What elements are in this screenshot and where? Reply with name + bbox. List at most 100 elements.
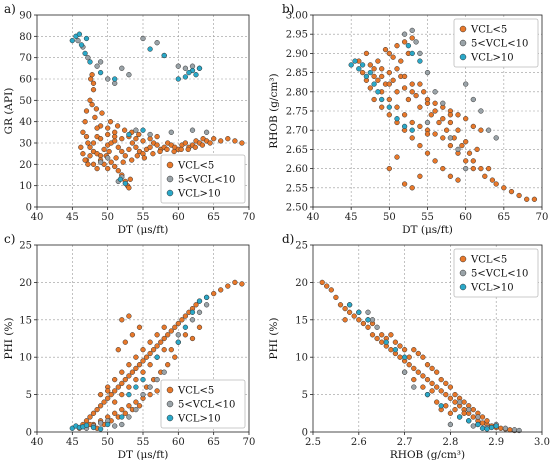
data-point — [398, 58, 404, 64]
data-point — [405, 96, 412, 103]
data-point — [211, 136, 217, 142]
data-point — [90, 424, 97, 431]
legend-label: VCL<5 — [470, 25, 507, 36]
data-point — [147, 384, 153, 390]
data-point — [409, 27, 415, 34]
y-tick-label: 2.90 — [286, 49, 308, 60]
data-point — [97, 426, 104, 432]
data-point — [319, 279, 325, 286]
data-point — [485, 165, 492, 172]
data-point — [459, 142, 465, 149]
data-point — [367, 85, 373, 91]
data-point — [470, 165, 476, 172]
y-tick-label: 2.80 — [286, 87, 308, 98]
data-point — [87, 153, 93, 159]
y-tick-label: 30 — [19, 139, 32, 150]
series-VCL>10 — [346, 302, 499, 432]
legend-label: VCL<5 — [177, 161, 214, 172]
data-point — [140, 347, 146, 353]
data-point — [470, 158, 476, 164]
data-point — [401, 347, 408, 353]
data-point — [463, 165, 469, 172]
y-axis-label: RHOB (g/cm³) — [268, 73, 280, 148]
data-point — [324, 283, 330, 289]
legend-label: 5<VCL<10 — [471, 269, 528, 280]
x-tick-label: 70 — [243, 212, 256, 223]
data-point — [438, 403, 444, 409]
data-point — [409, 135, 415, 141]
data-point — [438, 376, 444, 383]
data-point — [409, 50, 415, 57]
data-point — [196, 65, 203, 71]
data-point — [94, 165, 100, 172]
data-point — [383, 339, 389, 345]
x-tick-label: 60 — [172, 212, 185, 223]
data-point — [97, 159, 104, 165]
x-axis-label: RHOB (g/cm³) — [390, 449, 465, 460]
legend-label: 5<VCL<10 — [471, 39, 528, 50]
data-point — [475, 421, 481, 428]
data-point — [140, 138, 146, 144]
data-point — [375, 58, 381, 64]
data-point — [409, 127, 415, 133]
y-tick-label: 70 — [19, 53, 32, 64]
x-tick-label: 40 — [31, 437, 44, 448]
data-point — [406, 362, 412, 368]
data-point — [112, 376, 118, 383]
data-point — [97, 69, 104, 76]
data-point — [112, 76, 118, 82]
x-tick-label: 2.5 — [305, 437, 321, 448]
x-tick-label: 55 — [421, 212, 434, 223]
data-point — [192, 144, 198, 150]
data-point — [82, 50, 88, 57]
data-point — [119, 380, 125, 387]
data-point — [82, 157, 88, 163]
data-point — [348, 62, 354, 68]
data-point — [379, 332, 385, 338]
y-tick-label: 90 — [19, 11, 32, 22]
data-point — [112, 423, 118, 429]
data-point — [112, 163, 118, 170]
data-point — [386, 104, 392, 110]
data-point — [337, 302, 344, 308]
data-point — [189, 309, 196, 315]
data-point — [178, 146, 184, 153]
legend-box — [453, 248, 539, 298]
panel-4: 2.5 2.6 2.7 2.8 2.9 3.0 0 5 10 15 20 25 RHOB (g/cm³)… — [268, 232, 550, 460]
data-point — [463, 158, 469, 164]
data-point — [401, 112, 408, 118]
data-point — [359, 62, 366, 68]
data-point — [432, 108, 438, 114]
panel-1: 40 45 50 55 60 65 70 0 10 20 30 40 50 60 70 80 90 DT (μs/… — [3, 2, 255, 236]
data-point — [85, 55, 91, 61]
y-tick-label: 0 — [302, 428, 308, 439]
y-tick-label: 3.00 — [286, 11, 308, 22]
data-point — [466, 150, 473, 156]
data-point — [369, 317, 376, 323]
data-point — [447, 112, 454, 118]
data-point — [97, 136, 104, 142]
legend-marker — [166, 189, 174, 197]
data-point — [367, 69, 373, 76]
data-point — [143, 354, 150, 360]
data-point — [89, 72, 95, 78]
data-point — [90, 410, 97, 416]
x-tick-label: 45 — [345, 212, 358, 223]
data-point — [443, 127, 450, 133]
data-point — [175, 339, 181, 345]
data-point — [409, 35, 415, 41]
legend-marker — [459, 39, 467, 47]
plot-frame — [312, 244, 543, 433]
data-point — [107, 119, 114, 125]
data-point — [154, 388, 160, 394]
data-point — [424, 119, 431, 126]
y-tick-label: 10 — [295, 353, 308, 364]
data-point — [375, 89, 381, 95]
data-point — [119, 421, 125, 428]
data-point — [386, 165, 392, 172]
data-point — [133, 354, 139, 360]
data-point — [232, 138, 238, 144]
data-point — [105, 388, 111, 394]
y-axis-label: PHI (%) — [268, 318, 280, 360]
data-point — [76, 31, 83, 37]
